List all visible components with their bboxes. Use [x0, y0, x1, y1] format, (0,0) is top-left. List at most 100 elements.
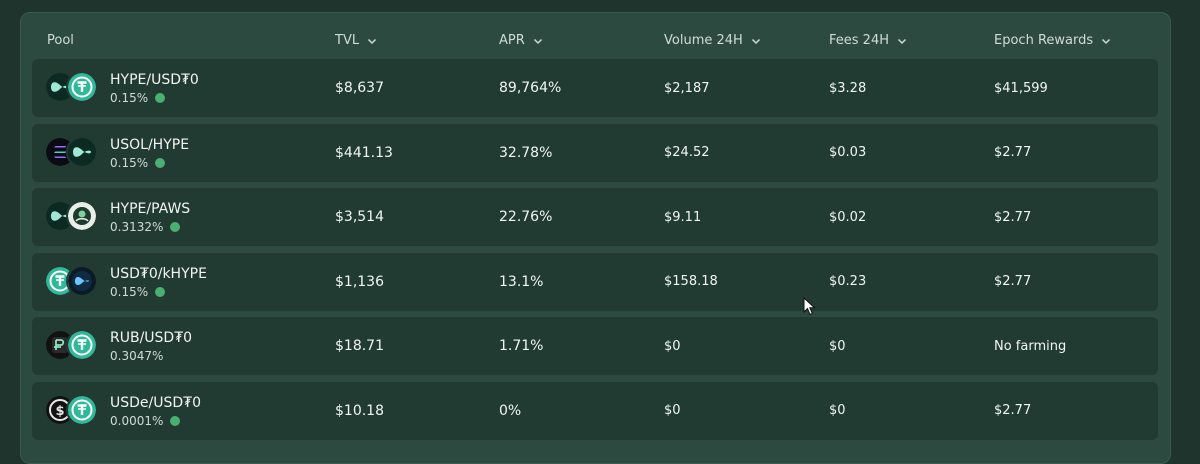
table-row[interactable]: HYPE/USD₮0 0.15% $8,637 89,764% $2,187 $3.28 $…: [32, 59, 1158, 117]
pool-pair-name: RUB/USD₮0: [110, 330, 193, 346]
epoch-cell: $2.77: [994, 274, 1032, 289]
tvl-cell: $1,136: [335, 273, 384, 290]
farming-status-dot: [155, 93, 166, 103]
pool-cell: USOL/HYPE 0.15%: [46, 124, 189, 182]
fees-cell: $3.28: [829, 80, 867, 96]
header-apr-label: APR: [499, 33, 525, 48]
pool-fee: 0.3047%: [110, 349, 192, 363]
tvl-cell: $3,514: [335, 209, 384, 225]
pool-name-block: USD₮0/kHYPE 0.15%: [110, 265, 207, 299]
volume-cell: $158.18: [664, 274, 718, 289]
pool-token-icons: $: [46, 393, 98, 426]
tvl-cell: $8,637: [335, 80, 384, 96]
pool-pair-name: USOL/HYPE: [110, 136, 190, 153]
pool-fee: 0.15%: [110, 156, 189, 170]
table-row[interactable]: USD₮0/kHYPE 0.15% $1,136 13.1% $158.18 $0.23 $…: [32, 252, 1158, 311]
chevron-down-icon: [897, 38, 907, 44]
pool-pair-name: HYPE/PAWS: [110, 201, 191, 217]
pools-table: Pool TVL APR Volume 24H Fees 24H Epoch R…: [20, 12, 1171, 464]
sort-fees-button[interactable]: Fees 24H: [829, 33, 907, 48]
pool-token-icons: [46, 264, 98, 297]
paws-icon: [66, 200, 98, 232]
fees-cell: $0.02: [829, 209, 867, 225]
pool-pair-name: HYPE/USD₮0: [110, 72, 199, 88]
apr-cell: 89,764%: [499, 80, 562, 96]
header-volume-label: Volume 24H: [664, 33, 743, 48]
header-fees-label: Fees 24H: [829, 33, 889, 48]
pool-cell: USD₮0/kHYPE 0.15%: [46, 253, 207, 311]
epoch-cell: $2.77: [994, 209, 1032, 225]
pool-token-icons: [46, 329, 98, 361]
header-pool: Pool: [47, 33, 74, 48]
chevron-down-icon: [533, 38, 542, 44]
mouse-cursor-icon: [803, 297, 816, 316]
table-header: Pool TVL APR Volume 24H Fees 24H Epoch R…: [21, 13, 1170, 71]
table-row[interactable]: $ USDe/USD₮0 0.0001% $10.18 0% $0 $0 $2.77: [32, 381, 1158, 440]
fees-cell: $0: [829, 338, 846, 354]
table-row[interactable]: RUB/USD₮0 0.3047% $18.71 1.71% $0 $0 No farmin…: [32, 317, 1158, 375]
pool-fee: 0.15%: [110, 91, 199, 105]
pool-fee-value: 0.3132%: [110, 220, 164, 234]
table-row[interactable]: USOL/HYPE 0.15% $441.13 32.78% $24.52 $0.03 $2…: [32, 123, 1158, 182]
pool-fee-value: 0.15%: [110, 155, 149, 170]
pool-fee: 0.0001%: [110, 414, 201, 428]
apr-cell: 1.71%: [499, 338, 544, 354]
header-tvl-label: TVL: [335, 33, 360, 48]
farming-status-dot: [170, 222, 181, 232]
svg-text:$: $: [55, 404, 64, 419]
fees-cell: $0.23: [829, 274, 867, 289]
sort-epoch-button[interactable]: Epoch Rewards: [994, 33, 1111, 48]
tvl-cell: $441.13: [335, 144, 393, 161]
farming-status-dot: [155, 286, 166, 297]
pool-name-block: HYPE/PAWS 0.3132%: [110, 200, 190, 234]
table-row[interactable]: HYPE/PAWS 0.3132% $3,514 22.76% $9.11 $0.02 $2…: [32, 188, 1158, 246]
usdt0-icon: [66, 71, 98, 103]
volume-cell: $24.52: [664, 145, 710, 160]
apr-cell: 0%: [499, 402, 522, 419]
usdt0-icon: [66, 393, 98, 426]
apr-cell: 13.1%: [499, 273, 544, 290]
chevron-down-icon: [1102, 38, 1111, 44]
pool-cell: HYPE/USD₮0 0.15%: [46, 59, 199, 117]
pool-cell: HYPE/PAWS 0.3132%: [46, 188, 190, 246]
volume-cell: $9.11: [664, 209, 702, 225]
volume-cell: $0: [664, 403, 681, 418]
pool-fee: 0.15%: [110, 285, 207, 299]
epoch-cell: No farming: [994, 338, 1067, 354]
pool-name-block: HYPE/USD₮0 0.15%: [110, 71, 199, 105]
fees-cell: $0.03: [829, 145, 867, 160]
chevron-down-icon: [368, 38, 377, 44]
epoch-cell: $2.77: [994, 145, 1032, 160]
pool-cell: RUB/USD₮0 0.3047%: [46, 317, 192, 375]
farming-status-dot: [155, 157, 166, 168]
sort-apr-button[interactable]: APR: [499, 33, 543, 48]
hype-icon: [66, 135, 98, 168]
sort-volume-button[interactable]: Volume 24H: [664, 33, 761, 48]
pool-fee: 0.3132%: [110, 220, 190, 234]
epoch-cell: $41,599: [994, 80, 1048, 96]
pool-token-icons: [46, 200, 98, 232]
pool-fee-value: 0.3047%: [110, 349, 164, 363]
khype-icon: [66, 264, 98, 297]
pool-token-icons: [46, 71, 98, 103]
epoch-cell: $2.77: [994, 403, 1032, 418]
usdt0-icon: [66, 329, 98, 361]
sort-tvl-button[interactable]: TVL: [335, 33, 377, 48]
fees-cell: $0: [829, 403, 846, 418]
pool-pair-name: USD₮0/kHYPE: [110, 265, 207, 282]
pool-pair-name: USDe/USD₮0: [110, 394, 201, 411]
pool-cell: $ USDe/USD₮0 0.0001%: [46, 382, 201, 440]
farming-status-dot: [170, 415, 181, 426]
apr-cell: 22.76%: [499, 209, 553, 225]
pool-fee-value: 0.15%: [110, 91, 149, 105]
apr-cell: 32.78%: [499, 144, 553, 161]
pool-name-block: USOL/HYPE 0.15%: [110, 136, 189, 170]
volume-cell: $2,187: [664, 80, 710, 96]
tvl-cell: $10.18: [335, 402, 384, 419]
header-pool-label: Pool: [47, 33, 74, 48]
pool-name-block: USDe/USD₮0 0.0001%: [110, 394, 201, 428]
header-epoch-label: Epoch Rewards: [994, 33, 1094, 48]
pool-fee-value: 0.0001%: [110, 413, 164, 428]
pool-token-icons: [46, 135, 98, 168]
pool-fee-value: 0.15%: [110, 284, 149, 299]
